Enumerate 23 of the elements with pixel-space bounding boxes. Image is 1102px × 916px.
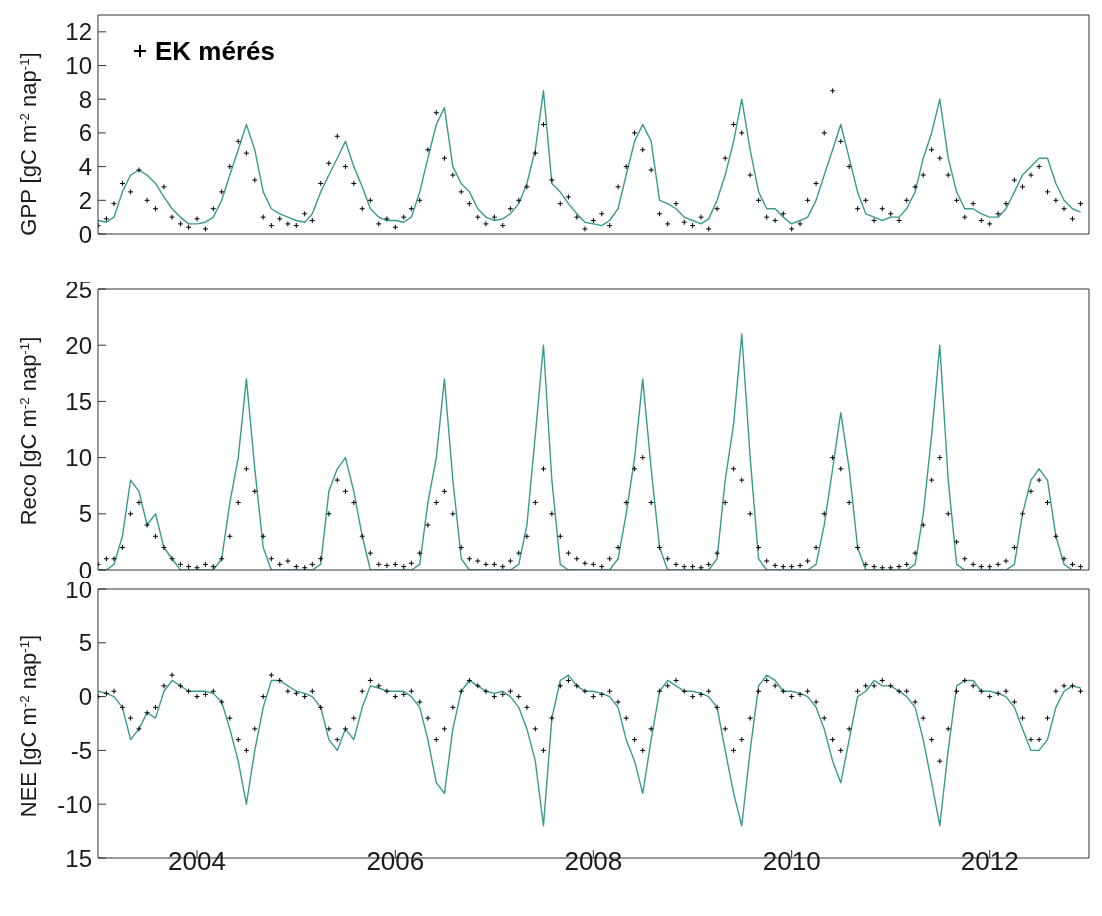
y-tick-label: 15 [65,844,92,872]
legend-label: EK mérés [155,35,275,68]
x-tick-label: 2008 [564,846,623,877]
y-tick-label: 4 [78,153,92,181]
x-tick-label: 2012 [960,846,1019,877]
y-tick-label: -10 [57,790,92,818]
y-tick-label: 8 [78,85,92,113]
y-tick-label: 5 [78,629,92,657]
y-tick-label: 10 [65,444,92,472]
x-tick-label: 2010 [762,846,821,877]
y-tick-label: 20 [65,331,92,359]
x-tick-label: 2004 [168,846,226,877]
y-tick-label: 10 [65,52,92,80]
x-tick-label: 2006 [366,846,425,877]
y-tick-label: 0 [78,683,92,711]
y-tick-label: 5 [78,500,92,528]
y-tick-label: 0 [78,220,92,248]
y-tick-label: 12 [65,18,92,46]
y-tick-label: 15 [65,387,92,415]
line-series [98,674,1082,827]
y-tick-label: -5 [70,736,92,764]
y-tick-label: 2 [78,186,92,214]
y-tick-label: 6 [78,119,92,147]
